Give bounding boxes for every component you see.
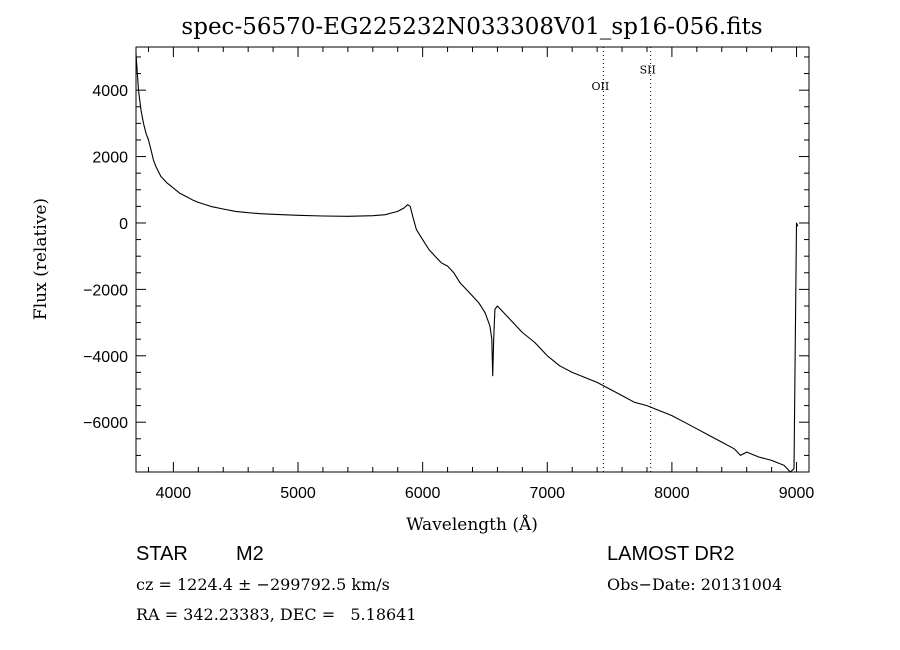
- subclass-label: M2: [236, 543, 264, 565]
- y-tick-label: 0: [119, 216, 128, 233]
- obs-date-text: Obs−Date: 20131004: [607, 575, 782, 594]
- y-tick-label: −4000: [83, 349, 128, 366]
- x-tick-label: 7000: [529, 485, 565, 502]
- x-tick-label: 4000: [156, 485, 192, 502]
- ra-dec-text: RA = 342.23383, DEC = 5.18641: [136, 605, 417, 624]
- emission-line-label: SII: [640, 64, 656, 77]
- x-tick-label: 9000: [779, 485, 815, 502]
- emission-line-label: OII: [592, 80, 610, 93]
- x-axis-label: Wavelength (Å): [406, 514, 538, 535]
- y-tick-label: 2000: [92, 150, 128, 167]
- cz-text: cz = 1224.4 ± −299792.5 km/s: [136, 575, 390, 594]
- x-tick-label: 6000: [405, 485, 441, 502]
- y-tick-label: −6000: [83, 415, 128, 432]
- ticks-layer: 4000 5000 6000 7000 8000 9000 4000 2000 0 −2000 −4…: [83, 47, 814, 502]
- series-layer: [135, 53, 799, 473]
- line-annotations-layer: OII SII: [592, 47, 656, 472]
- plot-frame: [135, 46, 810, 473]
- x-tick-label: 8000: [654, 485, 690, 502]
- y-tick-label: −2000: [83, 282, 128, 299]
- class-label: STAR: [136, 543, 188, 565]
- x-tick-label: 5000: [280, 485, 316, 502]
- spectrum-line: [135, 53, 799, 473]
- chart-title: spec-56570-EG225232N033308V01_sp16-056.f…: [181, 14, 762, 40]
- y-axis-label: Flux (relative): [31, 198, 51, 320]
- y-tick-label: 4000: [92, 83, 128, 100]
- survey-label: LAMOST DR2: [607, 543, 734, 565]
